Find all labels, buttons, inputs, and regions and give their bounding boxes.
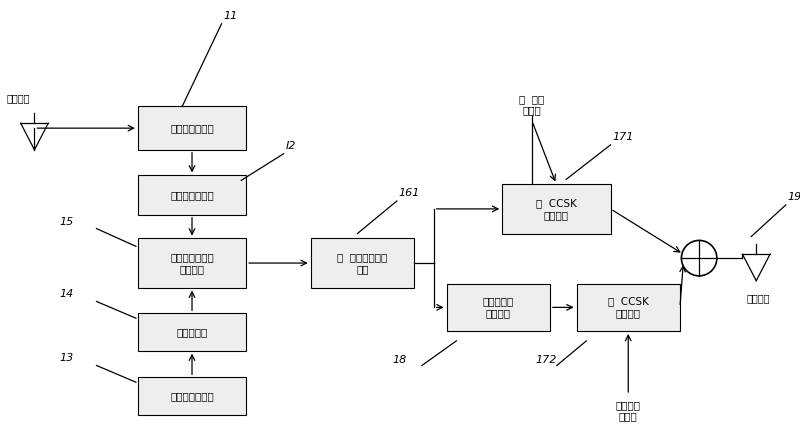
Text: 随机序列发生器: 随机序列发生器 — [170, 391, 214, 401]
Text: 发送天线: 发送天线 — [746, 293, 770, 304]
Bar — [502, 184, 610, 233]
Text: 第  CCSK
调制模块: 第 CCSK 调制模块 — [536, 198, 577, 220]
Text: 接收天线: 接收天线 — [7, 94, 30, 103]
Text: 频谱比较了模块: 频谱比较了模块 — [170, 190, 214, 200]
Bar — [577, 284, 680, 331]
Text: 第一虚数乘
法器模块: 第一虚数乘 法器模块 — [482, 296, 514, 318]
Bar — [446, 284, 550, 331]
Bar — [138, 106, 246, 150]
Text: 第  傅里叶逆变换
模块: 第 傅里叶逆变换 模块 — [338, 252, 387, 274]
Bar — [310, 239, 414, 288]
Text: 第二输入
数据流: 第二输入 数据流 — [616, 400, 641, 422]
Text: 18: 18 — [392, 356, 406, 366]
Text: 19: 19 — [788, 192, 800, 202]
Text: 第  输入
数据流: 第 输入 数据流 — [519, 94, 544, 115]
Text: I2: I2 — [286, 141, 296, 151]
Text: 第  CCSK
调制模块: 第 CCSK 调制模块 — [608, 296, 649, 318]
Text: 相位映射器: 相位映射器 — [176, 327, 208, 337]
Bar — [138, 313, 246, 350]
Text: 15: 15 — [59, 217, 74, 227]
Text: 171: 171 — [613, 132, 634, 142]
Text: 随机相位频谱序
列生成器: 随机相位频谱序 列生成器 — [170, 252, 214, 274]
Text: 11: 11 — [223, 11, 238, 21]
Text: 172: 172 — [535, 356, 557, 366]
Text: 频谱感知了模块: 频谱感知了模块 — [170, 123, 214, 133]
Text: 14: 14 — [59, 290, 74, 299]
Bar — [138, 175, 246, 215]
Text: 161: 161 — [398, 188, 420, 198]
Bar — [138, 239, 246, 288]
Text: 13: 13 — [59, 353, 74, 363]
Bar — [138, 377, 246, 415]
